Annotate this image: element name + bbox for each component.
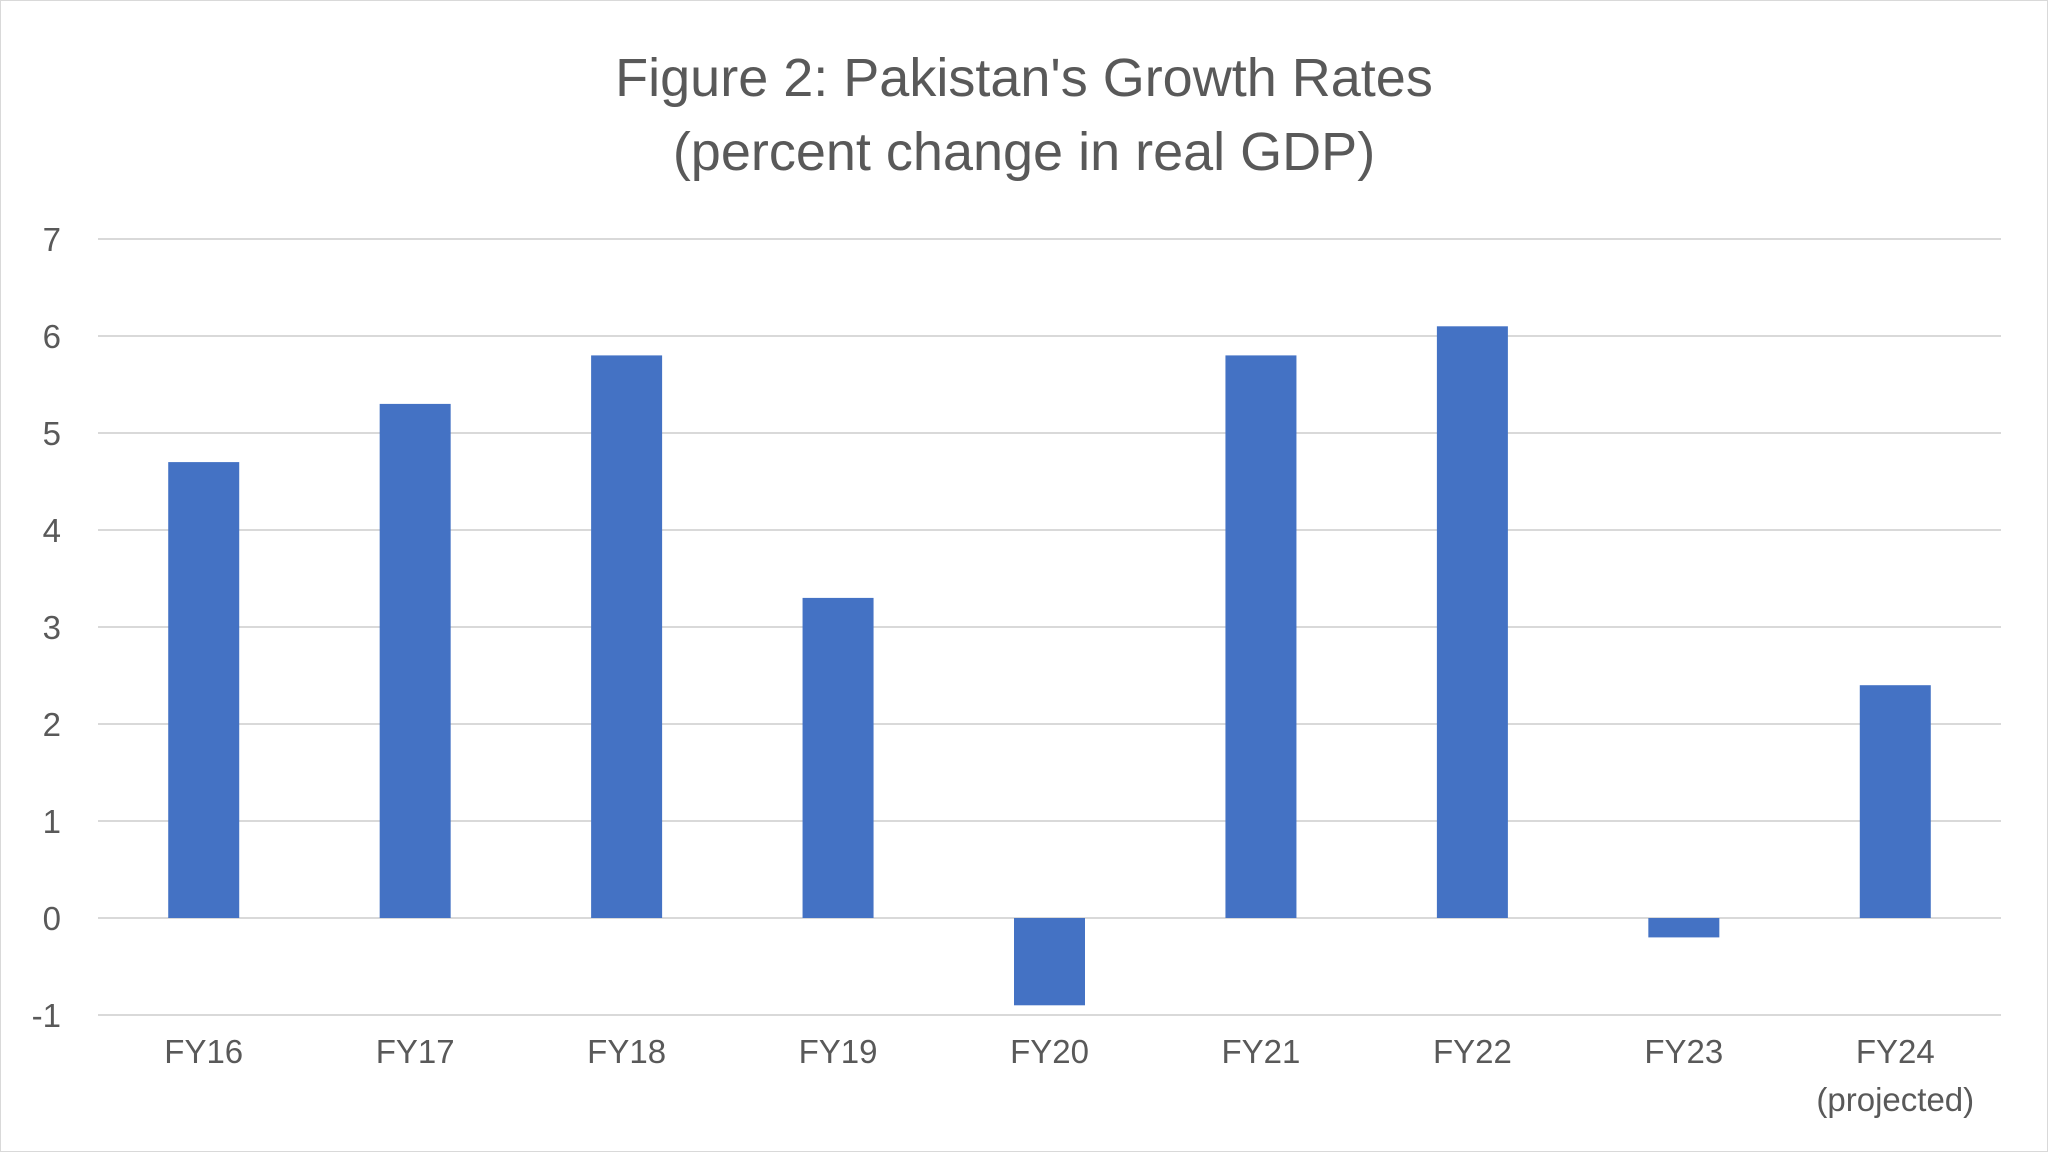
x-tick-label: FY17 [376,1033,455,1070]
bar-fy17 [379,403,451,918]
bar-fy18 [591,355,663,918]
y-tick-label: 3 [43,609,61,646]
bar-fy22 [1436,326,1508,918]
y-tick-label: 1 [43,803,61,840]
bar-fy16 [168,462,240,918]
y-tick-label: -1 [32,997,61,1034]
x-tick-sublabel: (projected) [1816,1081,1974,1118]
chart-title-block: Figure 2: Pakistan's Growth Rates (perce… [1,41,2047,189]
bar-fy23 [1648,918,1720,938]
x-tick-label: FY21 [1222,1033,1301,1070]
x-tick-label: FY18 [587,1033,666,1070]
x-tick-label: FY19 [799,1033,878,1070]
y-tick-label: 4 [43,512,61,549]
bar-fy20 [1014,918,1085,1006]
y-tick-label: 6 [43,318,61,355]
y-tick-label: 7 [43,221,61,258]
bars [168,326,1931,1006]
x-tick-label: FY22 [1433,1033,1512,1070]
bar-fy21 [1225,355,1297,918]
x-tick-label: FY23 [1644,1033,1723,1070]
y-tick-label: 0 [43,900,61,937]
x-tick-label: FY24 [1856,1033,1935,1070]
bar-fy19 [802,597,874,918]
x-tick-label: FY20 [1010,1033,1089,1070]
y-tick-label: 2 [43,706,61,743]
bar-fy24 [1859,685,1931,918]
x-tick-label: FY16 [164,1033,243,1070]
x-axis-tick-labels: FY16 FY17 FY18 FY19 FY20 FY21 FY22 FY23 FY24 (pro… [164,1033,1974,1118]
y-axis-tick-labels: -1 0 1 2 3 4 5 6 7 [32,221,61,1034]
chart-title: Figure 2: Pakistan's Growth Rates [615,48,1433,108]
y-tick-label: 5 [43,415,61,452]
chart-subtitle: (percent change in real GDP) [672,122,1376,182]
